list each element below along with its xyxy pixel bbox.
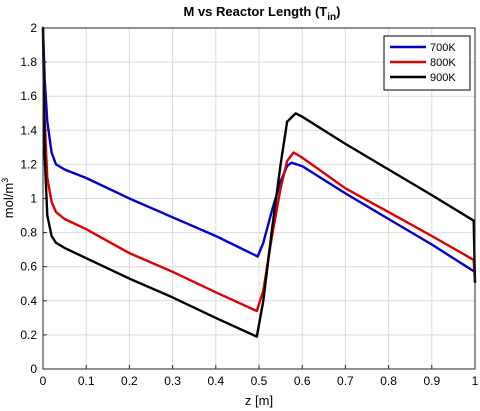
plot-frame xyxy=(42,27,476,370)
y-tick-label: 0 xyxy=(30,362,37,376)
y-tick-label: 1.8 xyxy=(20,55,37,69)
y-tick-label: 1.6 xyxy=(20,89,37,103)
x-tick-label: 0.8 xyxy=(380,374,397,388)
y-tick-label: 0.6 xyxy=(20,260,37,274)
series-line-800k xyxy=(41,26,477,313)
y-tick-label: 1.4 xyxy=(20,123,37,137)
series-group xyxy=(41,26,477,338)
legend-label-800k: 800K xyxy=(430,57,456,69)
series-line-700k xyxy=(41,26,476,273)
y-tick-label: 1.2 xyxy=(20,157,37,171)
x-tick-label: 0 xyxy=(40,374,47,388)
x-tick-label: 0.6 xyxy=(294,374,311,388)
y-tick-label: 0.8 xyxy=(20,226,37,240)
series-line-900k xyxy=(41,26,477,338)
legend-label-700k: 700K xyxy=(430,42,456,54)
x-tick-label: 0.4 xyxy=(207,374,224,388)
legend-label-900k: 900K xyxy=(430,72,456,84)
chart-title: M vs Reactor Length (Tin) xyxy=(184,4,341,23)
y-tick-label: 2 xyxy=(30,21,37,35)
y-axis-label: mol/m3 xyxy=(0,178,16,218)
x-tick-label: 0.1 xyxy=(78,374,95,388)
x-tick-label: 0.2 xyxy=(121,374,138,388)
x-tick-label: 0.7 xyxy=(337,374,354,388)
x-tick-label: 0.5 xyxy=(251,374,268,388)
y-tick-label: 1 xyxy=(30,192,37,206)
x-axis-label: z [m] xyxy=(245,393,273,408)
x-tick-label: 0.3 xyxy=(164,374,181,388)
y-tick-label: 0.2 xyxy=(20,328,37,342)
x-tick-label: 0.9 xyxy=(423,374,440,388)
legend: 700K 800K 900K xyxy=(383,35,471,91)
x-tick-label: 1 xyxy=(472,374,479,388)
y-tick-label: 0.4 xyxy=(20,294,37,308)
ticks: 0 0.1 0.2 0.3 0.4 0.5 0.6 0.7 0.8 0.9 1 0 0.2 0.4 0.6 0… xyxy=(20,21,478,388)
